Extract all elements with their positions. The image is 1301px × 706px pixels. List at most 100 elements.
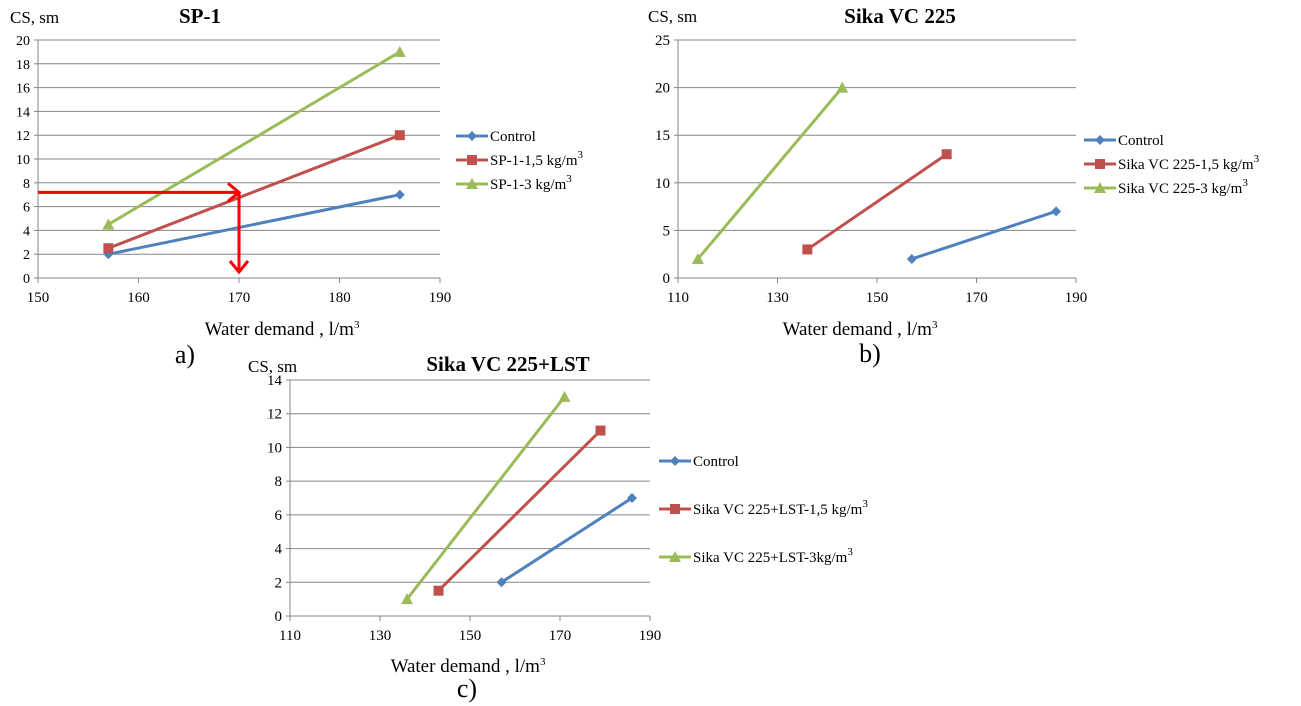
data-point [393,45,406,57]
x-tick-label: 110 [667,290,689,306]
legend-entry: Control [1118,133,1164,149]
y-tick-label: 16 [16,82,30,97]
legend-entry: Control [693,454,739,470]
y-tick-label: 0 [23,272,30,287]
series-line [696,86,844,260]
data-point [595,425,606,436]
legend-entry: SP-1-1,5 kg/m3 [490,149,584,169]
legend-marker [467,131,477,141]
arrow-head [228,260,250,275]
x-axis-label: Water demand , l/m3 [391,656,546,677]
data-point [433,585,444,596]
x-tick-label: 130 [369,628,392,644]
x-tick-label: 190 [639,628,662,644]
y-tick-label: 0 [663,271,671,287]
data-point [691,252,704,264]
x-tick-label: 190 [429,290,452,306]
legend-marker [670,504,680,514]
series-line [806,153,948,251]
y-tick-label: 20 [655,81,670,97]
data-point [1051,206,1062,217]
x-axis-label: Water demand , l/m3 [783,319,938,340]
x-tick-label: 150 [459,628,482,644]
legend-marker [466,178,478,189]
data-point [941,149,952,160]
y-tick-label: 8 [275,474,283,490]
y-tick-label: 2 [275,575,283,591]
panel-caption: b) [859,339,881,368]
x-tick-label: 110 [279,628,301,644]
series-square [802,149,952,255]
y-tick-label: 20 [16,34,30,49]
data-point [103,243,114,254]
series-line [437,429,602,592]
x-tick-label: 150 [866,290,889,306]
panel-caption: c) [457,674,477,703]
series-line [107,50,401,226]
data-point [102,218,115,230]
panel-caption: a) [175,340,195,369]
y-axis-label: CS, sm [648,7,697,26]
legend-entry: Sika VC 225-1,5 kg/m3 [1118,153,1260,173]
y-tick-label: 6 [275,508,283,524]
y-axis-label: CS, sm [10,8,59,27]
legend-entry: Control [490,129,536,145]
data-point [627,493,637,503]
legend-entry: Sika VC 225+LST-1,5 kg/m3 [693,498,868,518]
series-triangle [691,81,849,264]
series-line [911,209,1057,261]
y-tick-label: 25 [655,33,670,49]
x-tick-label: 180 [328,290,351,306]
chart-title: SP-1 [179,4,221,28]
series-line [500,496,633,584]
legend-marker [669,551,681,562]
chart-panel-a: 0 2 4 6 8 10 12 14 16 18 20 150 160 170 180 190 SP-1 CS, … [10,4,584,369]
data-point [394,130,405,141]
data-point [496,577,507,588]
data-point [558,390,571,402]
legend-marker [1094,182,1106,193]
x-tick-label: 190 [1065,290,1088,306]
x-tick-label: 130 [766,290,789,306]
x-tick-label: 170 [549,628,572,644]
series-line [108,193,401,256]
legend-entry: Sika VC 225-3 kg/m3 [1118,177,1248,197]
x-axis-label: Water demand , l/m3 [205,319,360,340]
y-tick-label: 4 [275,542,283,558]
y-tick-label: 4 [23,224,30,239]
chart-title: Sika VC 225 [844,4,956,28]
y-tick-label: 12 [267,407,282,423]
y-tick-label: 5 [663,223,671,239]
y-tick-label: 2 [23,248,30,263]
series-diamond [906,206,1062,264]
x-tick-label: 170 [228,290,251,306]
series-triangle [401,390,571,605]
x-tick-label: 170 [965,290,988,306]
chart-panel-c: 0 2 4 6 8 10 12 14 110 130 150 170 190 Sika VC 225+LS… [248,352,868,703]
y-tick-label: 6 [23,201,30,216]
data-point [401,593,413,605]
series-line [107,133,401,250]
data-point [802,244,813,255]
y-tick-label: 15 [655,128,670,144]
y-tick-label: 10 [267,440,282,456]
legend-marker [670,456,680,466]
legend-marker [1095,135,1105,145]
data-point [394,189,405,200]
data-point [906,253,917,264]
y-tick-label: 10 [655,176,670,192]
chart-panel-b: 0 5 10 15 20 25 110 130 150 170 190 Sika VC 225 CS, … [648,4,1260,368]
y-tick-label: 14 [267,373,283,389]
y-axis-label: CS, sm [248,357,297,376]
y-tick-label: 18 [16,58,30,73]
data-point [836,81,849,93]
y-tick-label: 12 [16,129,30,144]
series-triangle [102,45,406,230]
chart-title: Sika VC 225+LST [426,352,589,376]
x-tick-label: 150 [27,290,50,306]
readout-arrow [38,182,250,275]
legend: Control SP-1-1,5 kg/m3 SP-1-3 kg/m3 [456,129,584,193]
legend-entry: Sika VC 225+LST-3kg/m3 [693,546,853,566]
y-tick-label: 14 [16,105,30,120]
